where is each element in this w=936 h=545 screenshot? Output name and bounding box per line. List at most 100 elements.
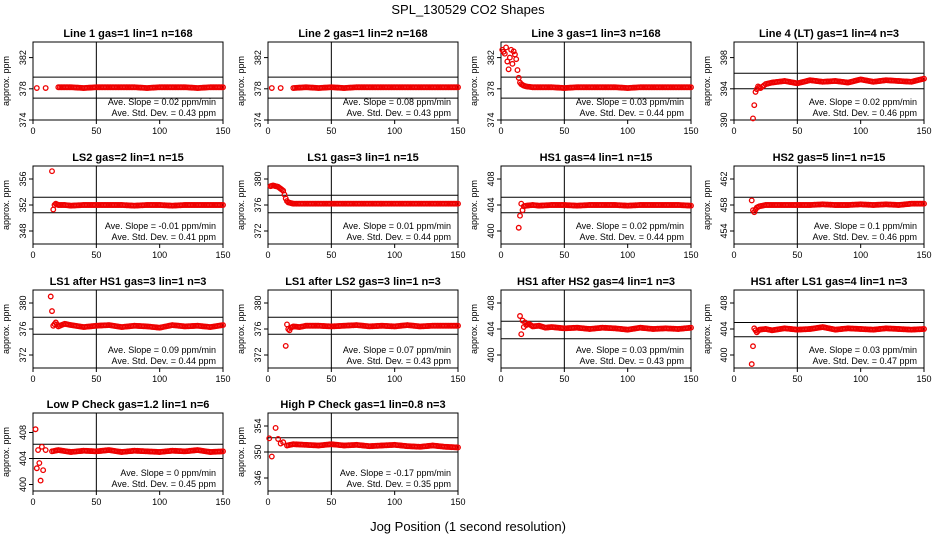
figure-xlabel: Jog Position (1 second resolution) [370, 519, 566, 534]
data-point [277, 85, 284, 91]
data-point [509, 60, 516, 67]
annotation: Ave. Slope = 0.02 ppm/min [809, 97, 917, 107]
panel-title: Low P Check gas=1.2 lin=1 n=6 [47, 399, 210, 411]
panel-title: Line 3 gas=1 lin=3 n=168 [531, 28, 660, 40]
data-point [510, 48, 517, 55]
data-points [748, 197, 927, 216]
data-point [750, 343, 756, 350]
x-tick-label: 100 [853, 250, 868, 260]
y-axis-label: approx. ppm [236, 56, 246, 106]
panel-title: LS1 gas=3 lin=1 n=15 [307, 152, 419, 164]
data-points [268, 84, 461, 91]
annotation: Ave. Std. Dev. = 0.44 ppm [347, 232, 451, 242]
x-tick-label: 150 [450, 250, 465, 260]
y-tick-label: 462 [719, 171, 729, 186]
y-tick-label: 378 [253, 81, 263, 96]
y-tick-label: 374 [253, 112, 263, 127]
y-tick-label: 348 [18, 223, 28, 238]
data-point [32, 426, 39, 433]
annotation: Ave. Std. Dev. = 0.35 ppm [347, 479, 451, 489]
panel-title: HS1 gas=4 lin=1 n=15 [540, 152, 653, 164]
y-axis-label: approx. ppm [469, 56, 479, 106]
x-tick-label: 150 [215, 250, 230, 260]
data-point [518, 331, 525, 338]
x-tick-label: 0 [30, 374, 35, 384]
data-points [266, 425, 461, 460]
panel-title: High P Check gas=1 lin=0.8 n=3 [280, 399, 445, 411]
annotation: Ave. Slope = 0.09 ppm/min [108, 345, 216, 355]
panel-8: HS2 gas=5 lin=1 n=15 approx. ppm 0 50 100 150… [702, 152, 932, 260]
x-tick-label: 50 [559, 250, 569, 260]
data-point [218, 322, 225, 329]
annotation: Ave. Slope = 0 ppm/min [120, 468, 216, 478]
x-tick-label: 50 [326, 497, 336, 507]
annotation: Ave. Std. Dev. = 0.47 ppm [813, 356, 917, 366]
data-point [40, 467, 47, 474]
y-tick-label: 400 [486, 223, 496, 238]
annotation: Ave. Std. Dev. = 0.44 ppm [112, 356, 216, 366]
data-point [268, 85, 275, 91]
y-tick-label: 454 [719, 223, 729, 238]
data-point [33, 465, 40, 472]
y-tick-label: 372 [18, 347, 28, 362]
annotation: Ave. Std. Dev. = 0.44 ppm [580, 232, 684, 242]
x-tick-label: 0 [265, 497, 270, 507]
y-tick-label: 408 [719, 295, 729, 310]
y-tick-label: 352 [18, 197, 28, 212]
data-point [272, 425, 279, 431]
panel-14: High P Check gas=1 lin=0.8 n=3 approx. pp… [236, 399, 466, 507]
x-tick-label: 50 [792, 126, 802, 136]
x-tick-label: 0 [498, 250, 503, 260]
x-tick-label: 0 [30, 497, 35, 507]
y-tick-label: 394 [719, 81, 729, 96]
annotation: Ave. Std. Dev. = 0.43 ppm [112, 108, 216, 118]
annotation: Ave. Slope = 0.01 ppm/min [343, 221, 451, 231]
data-point [748, 197, 755, 204]
panel-1: Line 1 gas=1 lin=1 n=168 approx. ppm 0 50 10… [1, 28, 231, 136]
data-points [517, 313, 694, 338]
data-point [515, 74, 522, 81]
panel-title: Line 2 gas=1 lin=2 n=168 [298, 28, 427, 40]
x-tick-label: 150 [450, 374, 465, 384]
x-tick-label: 50 [91, 126, 101, 136]
panel-title: HS1 after HS2 gas=4 lin=1 n=3 [517, 276, 675, 288]
data-point [51, 321, 58, 328]
x-tick-label: 0 [731, 126, 736, 136]
x-tick-label: 150 [450, 126, 465, 136]
x-tick-label: 0 [265, 374, 270, 384]
x-tick-label: 150 [215, 126, 230, 136]
data-point [686, 324, 693, 331]
y-tick-label: 382 [253, 50, 263, 65]
data-point [271, 182, 278, 189]
annotation: Ave. Slope = 0.03 ppm/min [576, 345, 684, 355]
panel-9: LS1 after HS1 gas=3 lin=1 n=3 approx. ppm… [1, 276, 231, 384]
annotation: Ave. Std. Dev. = 0.43 ppm [580, 356, 684, 366]
y-tick-label: 382 [18, 50, 28, 65]
y-tick-label: 398 [719, 50, 729, 65]
data-point [38, 443, 45, 450]
y-axis-label: approx. ppm [469, 180, 479, 230]
data-point [266, 435, 273, 442]
data-point [919, 326, 926, 333]
x-tick-label: 150 [683, 250, 698, 260]
x-tick-label: 100 [152, 374, 167, 384]
x-tick-label: 0 [498, 374, 503, 384]
annotation: Ave. Std. Dev. = 0.43 ppm [347, 108, 451, 118]
data-point [686, 84, 693, 91]
annotation: Ave. Slope = 0.1 ppm/min [814, 221, 917, 231]
annotation: Ave. Std. Dev. = 0.44 ppm [580, 108, 684, 118]
annotation: Ave. Slope = 0.03 ppm/min [576, 97, 684, 107]
y-tick-label: 380 [18, 295, 28, 310]
panel-10: LS1 after LS2 gas=3 lin=1 n=3 approx. ppm… [236, 276, 466, 384]
y-tick-label: 350 [253, 444, 263, 459]
annotation: Ave. Slope = 0.07 ppm/min [343, 345, 451, 355]
plot-frame [267, 41, 459, 121]
data-point [37, 477, 44, 484]
y-tick-label: 356 [18, 171, 28, 186]
y-tick-label: 408 [18, 425, 28, 440]
data-point [503, 44, 510, 51]
data-points [267, 182, 461, 207]
y-tick-label: 372 [253, 223, 263, 238]
x-tick-label: 50 [559, 126, 569, 136]
x-tick-label: 100 [152, 250, 167, 260]
